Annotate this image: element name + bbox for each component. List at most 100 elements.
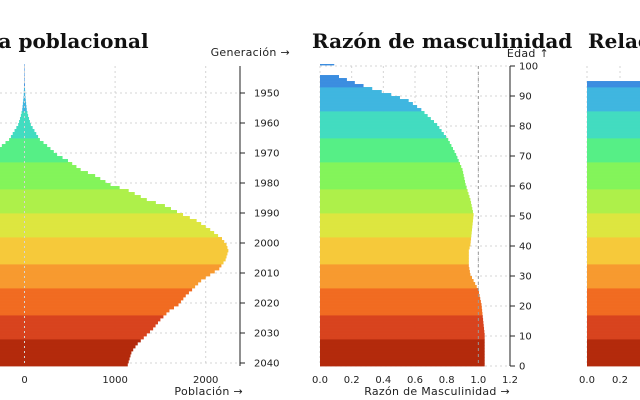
sex-ratio-tick-label: 1.2	[502, 375, 518, 386]
population-bar	[0, 228, 211, 232]
generation-tick-label: 1960	[254, 119, 279, 130]
sex-ratio-bar	[320, 324, 484, 328]
age-tick-label: 10	[519, 332, 532, 343]
population-bar	[1, 144, 48, 148]
sex-ratio-bar	[320, 222, 473, 226]
sex-ratio-bar	[320, 129, 442, 133]
third-panel-bar	[587, 339, 640, 343]
sex-ratio-bar	[320, 111, 425, 115]
population-axis-label: Población →	[174, 385, 243, 398]
sex-ratio-bar	[320, 363, 485, 367]
sex-ratio-bar	[320, 177, 465, 181]
population-bar	[0, 186, 120, 190]
sex-ratio-tick-label: 0.8	[439, 375, 455, 386]
third-panel-bar	[587, 174, 640, 178]
population-bar	[0, 252, 228, 256]
third-panel-bar	[587, 186, 640, 190]
third-panel-bar	[587, 291, 640, 295]
third-panel-bar	[587, 111, 640, 115]
population-bar	[0, 318, 161, 322]
third-panel-bar	[587, 288, 640, 292]
population-bar	[0, 321, 158, 325]
third-panel-bar	[587, 201, 640, 205]
population-bar	[0, 267, 220, 271]
population-bar	[0, 300, 181, 304]
third-panel-bar	[587, 294, 640, 298]
third-panel-bar	[587, 216, 640, 220]
third-panel-bar	[587, 219, 640, 223]
sex-ratio-bar	[320, 210, 473, 214]
population-bar	[0, 309, 170, 313]
sex-ratio-bar	[320, 168, 463, 172]
population-bar	[0, 174, 96, 178]
sex-ratio-bar	[320, 249, 469, 253]
population-bar	[0, 333, 147, 337]
third-panel-bar	[587, 264, 640, 268]
population-ticks: 0 1000 2000	[21, 375, 218, 386]
third-panel-bar	[587, 180, 640, 184]
population-bar	[0, 288, 193, 292]
third-panel-bar	[587, 330, 640, 334]
third-panel-bar	[587, 261, 640, 265]
sex-ratio-bar	[320, 135, 447, 139]
sex-ratio-bar	[320, 198, 471, 202]
population-bar	[24, 72, 25, 76]
population-bar	[0, 273, 211, 277]
third-panel-bar	[587, 351, 640, 355]
sex-ratio-bar	[320, 237, 472, 241]
third-panel-bar	[587, 234, 640, 238]
sex-ratio-bar	[320, 75, 339, 79]
sex-ratio-bar	[320, 153, 457, 157]
population-tick-label: 1000	[102, 375, 127, 386]
population-bar	[0, 195, 141, 199]
sex-ratio-bar	[320, 87, 373, 91]
sex-ratio-bar	[320, 156, 458, 160]
third-panel-bar	[587, 267, 640, 271]
sex-ratio-bar	[320, 99, 409, 103]
population-bar	[0, 180, 106, 184]
generation-tick-label: 2020	[254, 299, 279, 310]
sex-ratio-bar	[320, 291, 479, 295]
sex-ratio-bar	[320, 159, 459, 163]
third-panel-bar	[587, 198, 640, 202]
third-panel-bar	[587, 237, 640, 241]
sex-ratio-bar	[320, 207, 473, 211]
sex-ratio-bar	[320, 360, 485, 364]
sex-ratio-bar	[320, 204, 472, 208]
third-panel-bar	[587, 318, 640, 322]
third-panel-bar	[587, 189, 640, 193]
third-panel-bar	[587, 123, 640, 127]
third-panel-bar	[587, 276, 640, 280]
sex-ratio-bar	[320, 342, 485, 346]
sex-ratio-bar	[320, 330, 485, 334]
sex-ratio-ticks: 0.0 0.2 0.4 0.6 0.8 1.0 1.2	[312, 375, 518, 386]
population-bar	[0, 147, 51, 151]
third-panel-bar	[587, 207, 640, 211]
third-panel-bar	[587, 84, 640, 88]
third-panel-bar	[587, 93, 640, 97]
population-bar	[0, 285, 196, 289]
third-panel-tick-label: 0.0	[579, 375, 595, 386]
sex-ratio-bar	[320, 180, 466, 184]
third-panel-bar	[587, 177, 640, 181]
sex-ratio-bar	[320, 174, 464, 178]
population-bar	[0, 297, 184, 301]
third-panel-bar	[587, 357, 640, 361]
population-bar	[0, 156, 63, 160]
population-bar	[0, 216, 190, 220]
population-bar	[0, 165, 77, 169]
sex-ratio-bar	[320, 357, 485, 361]
population-bar	[23, 87, 26, 91]
sex-ratio-bar	[320, 312, 483, 316]
generation-tick-label: 2030	[254, 329, 279, 340]
sex-ratio-bar	[320, 240, 471, 244]
sex-ratio-bar	[320, 318, 484, 322]
sex-ratio-tick-label: 0.2	[344, 375, 360, 386]
population-bar	[0, 312, 167, 316]
population-bar	[24, 84, 25, 88]
sex-ratio-bar	[320, 354, 485, 358]
population-bar	[9, 138, 40, 142]
third-panel-bar	[587, 258, 640, 262]
sex-ratio-bar	[320, 219, 473, 223]
